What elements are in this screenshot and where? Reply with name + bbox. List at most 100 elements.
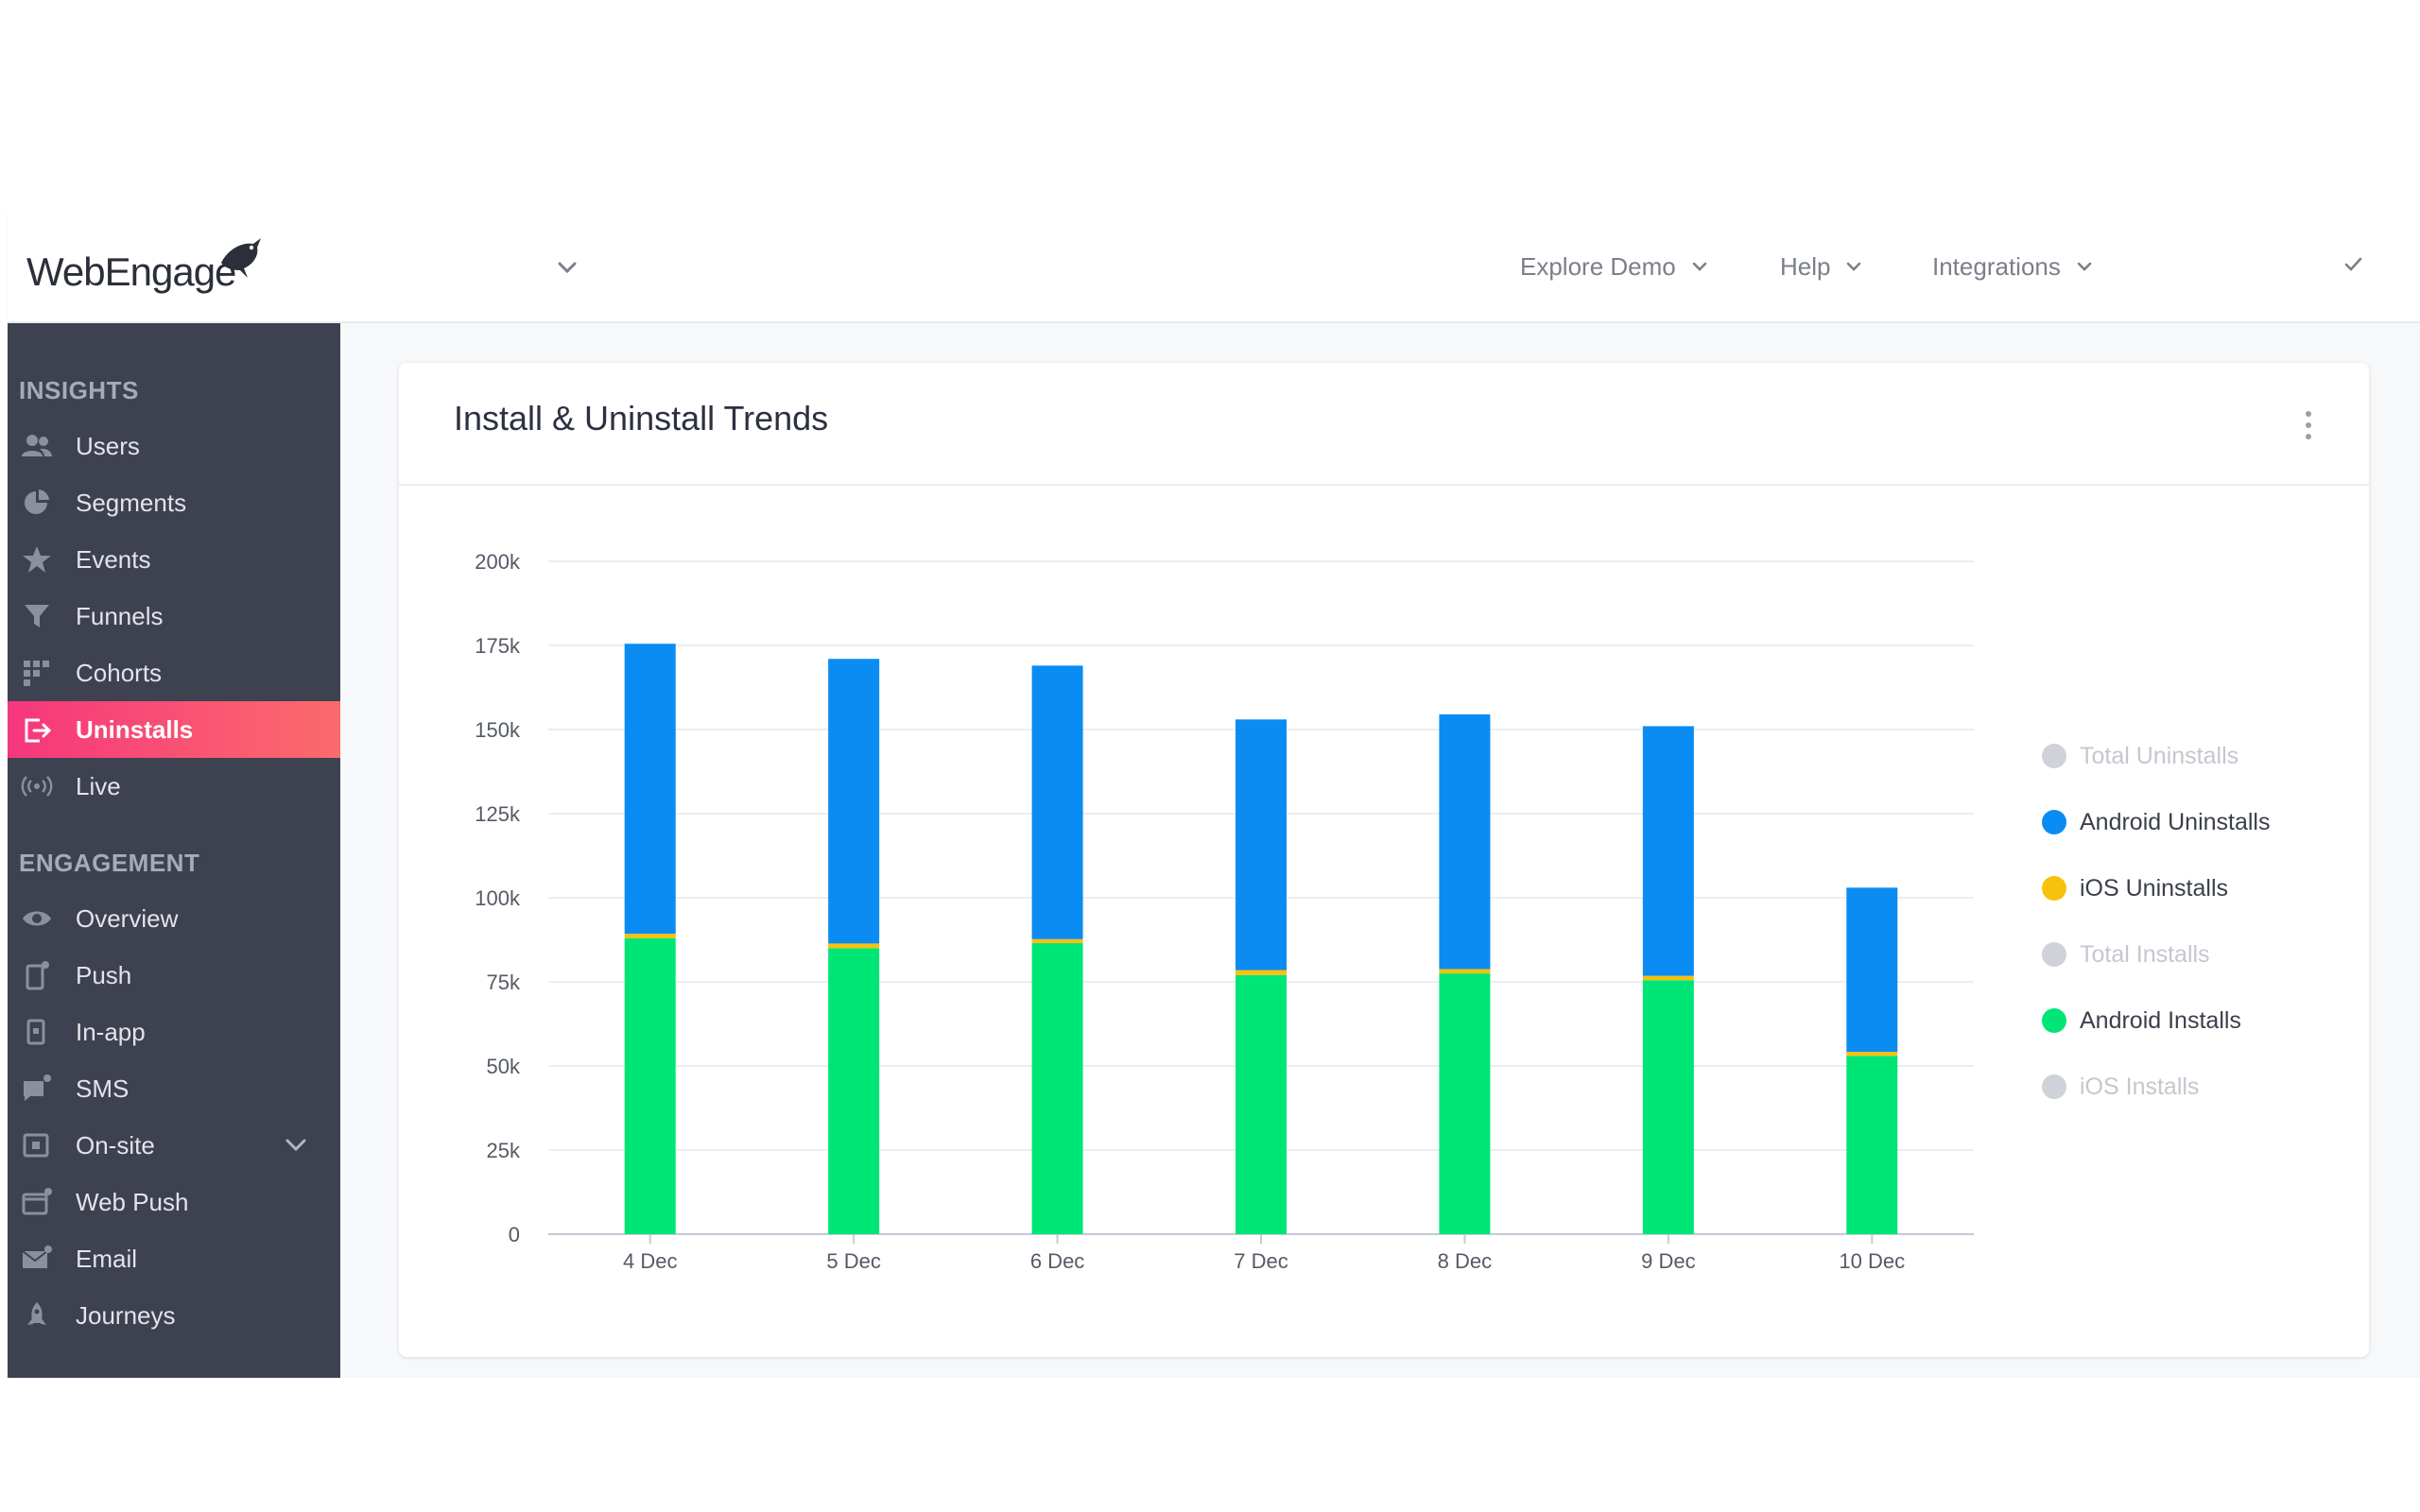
bar-segment-android-installs[interactable] — [624, 937, 676, 1234]
sidebar-item-label: Overview — [76, 903, 179, 933]
check-icon[interactable] — [2341, 251, 2367, 278]
y-tick-label: 100k — [475, 886, 521, 910]
nav-integrations[interactable]: Integrations — [1932, 244, 2095, 289]
sidebar-item-label: Web Push — [76, 1187, 189, 1216]
legend-dot — [2042, 810, 2066, 834]
legend-label: Android Uninstalls — [2080, 808, 2271, 835]
webengage-logo[interactable]: WebEngage — [26, 234, 261, 301]
email-icon — [22, 1246, 52, 1268]
sidebar-item-label: Email — [76, 1244, 138, 1273]
sidebar-item-email[interactable]: Email — [8, 1230, 340, 1287]
sidebar-item-push[interactable]: Push — [8, 947, 340, 1004]
sidebar-item-segments[interactable]: Segments — [8, 474, 340, 531]
pie-chart-icon — [25, 490, 49, 514]
legend-dot — [2042, 1074, 2066, 1099]
exit-icon — [25, 718, 52, 743]
sidebar-item-label: Cohorts — [76, 658, 163, 687]
sidebar-item-label: Funnels — [76, 601, 164, 630]
sidebar-item-users[interactable]: Users — [8, 418, 340, 474]
legend-label: Total Uninstalls — [2080, 742, 2239, 769]
logo-text: WebEngage — [26, 249, 236, 294]
nav-explore-demo-label: Explore Demo — [1520, 251, 1676, 281]
x-tick-label: 4 Dec — [623, 1249, 677, 1273]
bar-segment-ios-uninstalls[interactable] — [1846, 1052, 1898, 1057]
bar-segment-ios-uninstalls[interactable] — [828, 943, 880, 949]
bar-segment-ios-uninstalls[interactable] — [1236, 970, 1287, 975]
legend-item-ios-uninstalls[interactable]: iOS Uninstalls — [2042, 869, 2228, 907]
legend-label: Total Installs — [2080, 940, 2210, 968]
bar-segment-ios-uninstalls[interactable] — [1031, 938, 1083, 944]
more-options-icon[interactable] — [2297, 406, 2320, 444]
legend-dot — [2042, 876, 2066, 901]
x-tick-label: 6 Dec — [1030, 1249, 1084, 1273]
y-tick-label: 75k — [487, 971, 521, 994]
bar-segment-android-uninstalls[interactable] — [1642, 726, 1694, 976]
x-tick-label: 8 Dec — [1438, 1249, 1492, 1273]
sidebar-item-uninstalls[interactable]: Uninstalls — [8, 701, 340, 758]
nav-help[interactable]: Help — [1780, 244, 1864, 289]
sms-icon — [24, 1074, 51, 1101]
sidebar-item-label: Live — [76, 771, 121, 800]
legend-item-ios-installs[interactable]: iOS Installs — [2042, 1068, 2199, 1106]
nav-help-label: Help — [1780, 251, 1831, 281]
sidebar-item-on-site[interactable]: On-site — [8, 1117, 340, 1174]
nav-integrations-label: Integrations — [1932, 251, 2061, 281]
install-uninstall-chart: 0 25k 50k 75k 100k 125k 150k 175k 200k 4 Dec 5 De… — [475, 550, 1974, 1273]
chevron-down-icon — [1847, 262, 1861, 271]
sidebar-item-cohorts[interactable]: Cohorts — [8, 644, 340, 701]
y-tick-label: 0 — [509, 1223, 520, 1246]
sidebar-item-overview[interactable]: Overview — [8, 890, 340, 947]
bar-segment-android-installs[interactable] — [1439, 973, 1491, 1234]
bar-segment-android-installs[interactable] — [1642, 980, 1694, 1234]
sidebar-item-sms[interactable]: SMS — [8, 1060, 340, 1117]
sidebar-item-label: On-site — [76, 1130, 155, 1160]
web-push-icon — [22, 1188, 52, 1215]
sidebar-item-label: Events — [76, 544, 151, 574]
card-title: Install & Uninstall Trends — [454, 399, 829, 438]
sidebar-item-label: Journeys — [76, 1300, 176, 1330]
sidebar-item-label: Uninstalls — [76, 714, 194, 744]
chevron-down-icon[interactable] — [282, 1132, 310, 1159]
legend-label: Android Installs — [2080, 1006, 2241, 1034]
bar-segment-android-uninstalls[interactable] — [1846, 887, 1898, 1053]
bar-segment-android-uninstalls[interactable] — [1031, 665, 1083, 939]
eye-icon — [23, 911, 51, 926]
broadcast-icon — [21, 776, 53, 797]
sidebar-item-web-push[interactable]: Web Push — [8, 1174, 340, 1230]
rocket-icon — [27, 1302, 46, 1325]
bar-segment-android-installs[interactable] — [828, 948, 880, 1234]
project-switcher-chevron-icon[interactable] — [551, 251, 583, 284]
sidebar-item-label: Push — [76, 960, 132, 989]
bar-segment-ios-uninstalls[interactable] — [1642, 975, 1694, 981]
sidebar-item-funnels[interactable]: Funnels — [8, 588, 340, 644]
legend-item-android-uninstalls[interactable]: Android Uninstalls — [2042, 803, 2271, 841]
bar-segment-ios-uninstalls[interactable] — [624, 934, 676, 938]
bar-segment-android-uninstalls[interactable] — [1439, 713, 1491, 970]
bar-segment-android-uninstalls[interactable] — [624, 644, 676, 935]
trends-card: Install & Uninstall Trends — [399, 363, 2369, 1357]
sidebar-item-live[interactable]: Live — [8, 758, 340, 815]
bar-segment-android-installs[interactable] — [1846, 1056, 1898, 1234]
on-site-icon — [23, 1133, 49, 1158]
y-tick-label: 200k — [475, 550, 521, 574]
nav-explore-demo[interactable]: Explore Demo — [1520, 244, 1710, 289]
sidebar-item-journeys[interactable]: Journeys — [8, 1287, 340, 1344]
legend-dot — [2042, 942, 2066, 967]
bar-segment-android-uninstalls[interactable] — [1236, 719, 1287, 971]
legend-item-total-installs[interactable]: Total Installs — [2042, 936, 2210, 973]
bar-segment-android-installs[interactable] — [1031, 943, 1083, 1234]
sidebar-item-events[interactable]: Events — [8, 531, 340, 588]
grid-icon — [24, 661, 49, 686]
x-axis-ticks: 4 Dec 5 Dec 6 Dec 7 Dec 8 Dec 9 Dec 10 Dec — [623, 1234, 1905, 1273]
x-tick-label: 10 Dec — [1839, 1249, 1905, 1273]
sidebar-item-label: SMS — [76, 1074, 130, 1103]
sidebar-item-label: In-app — [76, 1017, 146, 1046]
bar-segment-ios-uninstalls[interactable] — [1439, 969, 1491, 974]
legend-item-total-uninstalls[interactable]: Total Uninstalls — [2042, 737, 2238, 775]
sidebar-item-in-app[interactable]: In-app — [8, 1004, 340, 1060]
legend-item-android-installs[interactable]: Android Installs — [2042, 1002, 2241, 1040]
bar-segment-android-installs[interactable] — [1236, 974, 1287, 1234]
bar-segment-android-uninstalls[interactable] — [828, 659, 880, 944]
chevron-down-icon — [2077, 262, 2092, 271]
